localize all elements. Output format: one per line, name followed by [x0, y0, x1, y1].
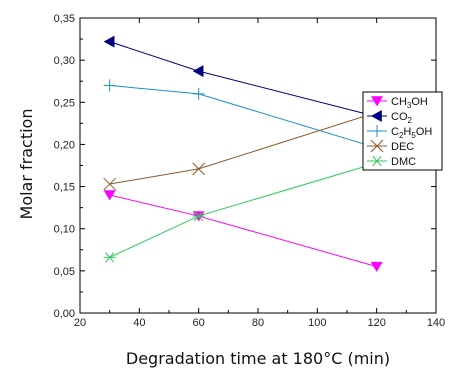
- legend-marker-c2h5oh: [371, 125, 383, 137]
- y-tick-label: 0,20: [54, 139, 75, 151]
- legend-label-ch3oh: CH3OH: [391, 96, 428, 110]
- y-tick-label: 0,35: [54, 13, 75, 25]
- y-tick-label: 0,00: [54, 308, 75, 320]
- y-tick-label: 0,15: [54, 182, 75, 194]
- legend-item-c2h5oh: C2H5OH: [367, 125, 432, 140]
- data-point-dmc: [103, 252, 116, 263]
- legend-marker-dec: [370, 139, 384, 153]
- legend-label-dec: DEC: [391, 141, 414, 153]
- y-axis-title: Molar fraction: [17, 109, 36, 220]
- x-tick-label: 20: [74, 317, 86, 329]
- x-tick-label: 40: [133, 317, 145, 329]
- data-point-co2: [192, 65, 204, 78]
- legend-item-dmc: DMC: [367, 155, 416, 168]
- data-point-dmc: [192, 210, 205, 222]
- y-tick-label: 0,05: [54, 266, 75, 278]
- x-tick-label: 100: [308, 317, 326, 329]
- x-tick-label: 140: [427, 317, 445, 329]
- data-point-dec: [103, 177, 117, 191]
- series-line-dec: [109, 111, 377, 185]
- legend-marker-dmc: [371, 155, 383, 167]
- legend-label-dmc: DMC: [391, 156, 416, 168]
- legend-marker-co2: [371, 110, 382, 122]
- x-axis-title: Degradation time at 180°C (min): [126, 349, 390, 368]
- data-point-co2: [103, 35, 115, 48]
- plot-area: 20 40 60 80 100 120 140 0,00 0,05 0,10 0,15 0,20 0,2…: [54, 13, 446, 329]
- y-tick-label: 0,10: [54, 224, 75, 236]
- y-tick-label: 0,25: [54, 97, 75, 109]
- y-tick-label: 0,30: [54, 55, 75, 67]
- legend-item-co2: CO2: [367, 110, 413, 125]
- legend-label-c2h5oh: C2H5OH: [391, 126, 432, 140]
- data-point-dec: [192, 162, 206, 176]
- legend-label-co2: CO2: [391, 111, 413, 125]
- x-tick-label: 80: [252, 317, 264, 329]
- legend-item-dec: DEC: [367, 139, 414, 153]
- data-point-c2h5oh: [192, 87, 205, 100]
- x-tick-label: 60: [193, 317, 205, 329]
- legend-item-ch3oh: CH3OH: [367, 96, 428, 110]
- series-line-co2: [109, 41, 377, 118]
- x-tick-label: 120: [367, 317, 385, 329]
- data-point-ch3oh: [370, 261, 383, 273]
- series-line-c2h5oh: [109, 84, 377, 149]
- series-line-ch3oh: [109, 194, 377, 268]
- data-point-ch3oh: [103, 190, 116, 201]
- legend-marker-ch3oh: [371, 96, 383, 107]
- data-point-c2h5oh: [103, 79, 116, 92]
